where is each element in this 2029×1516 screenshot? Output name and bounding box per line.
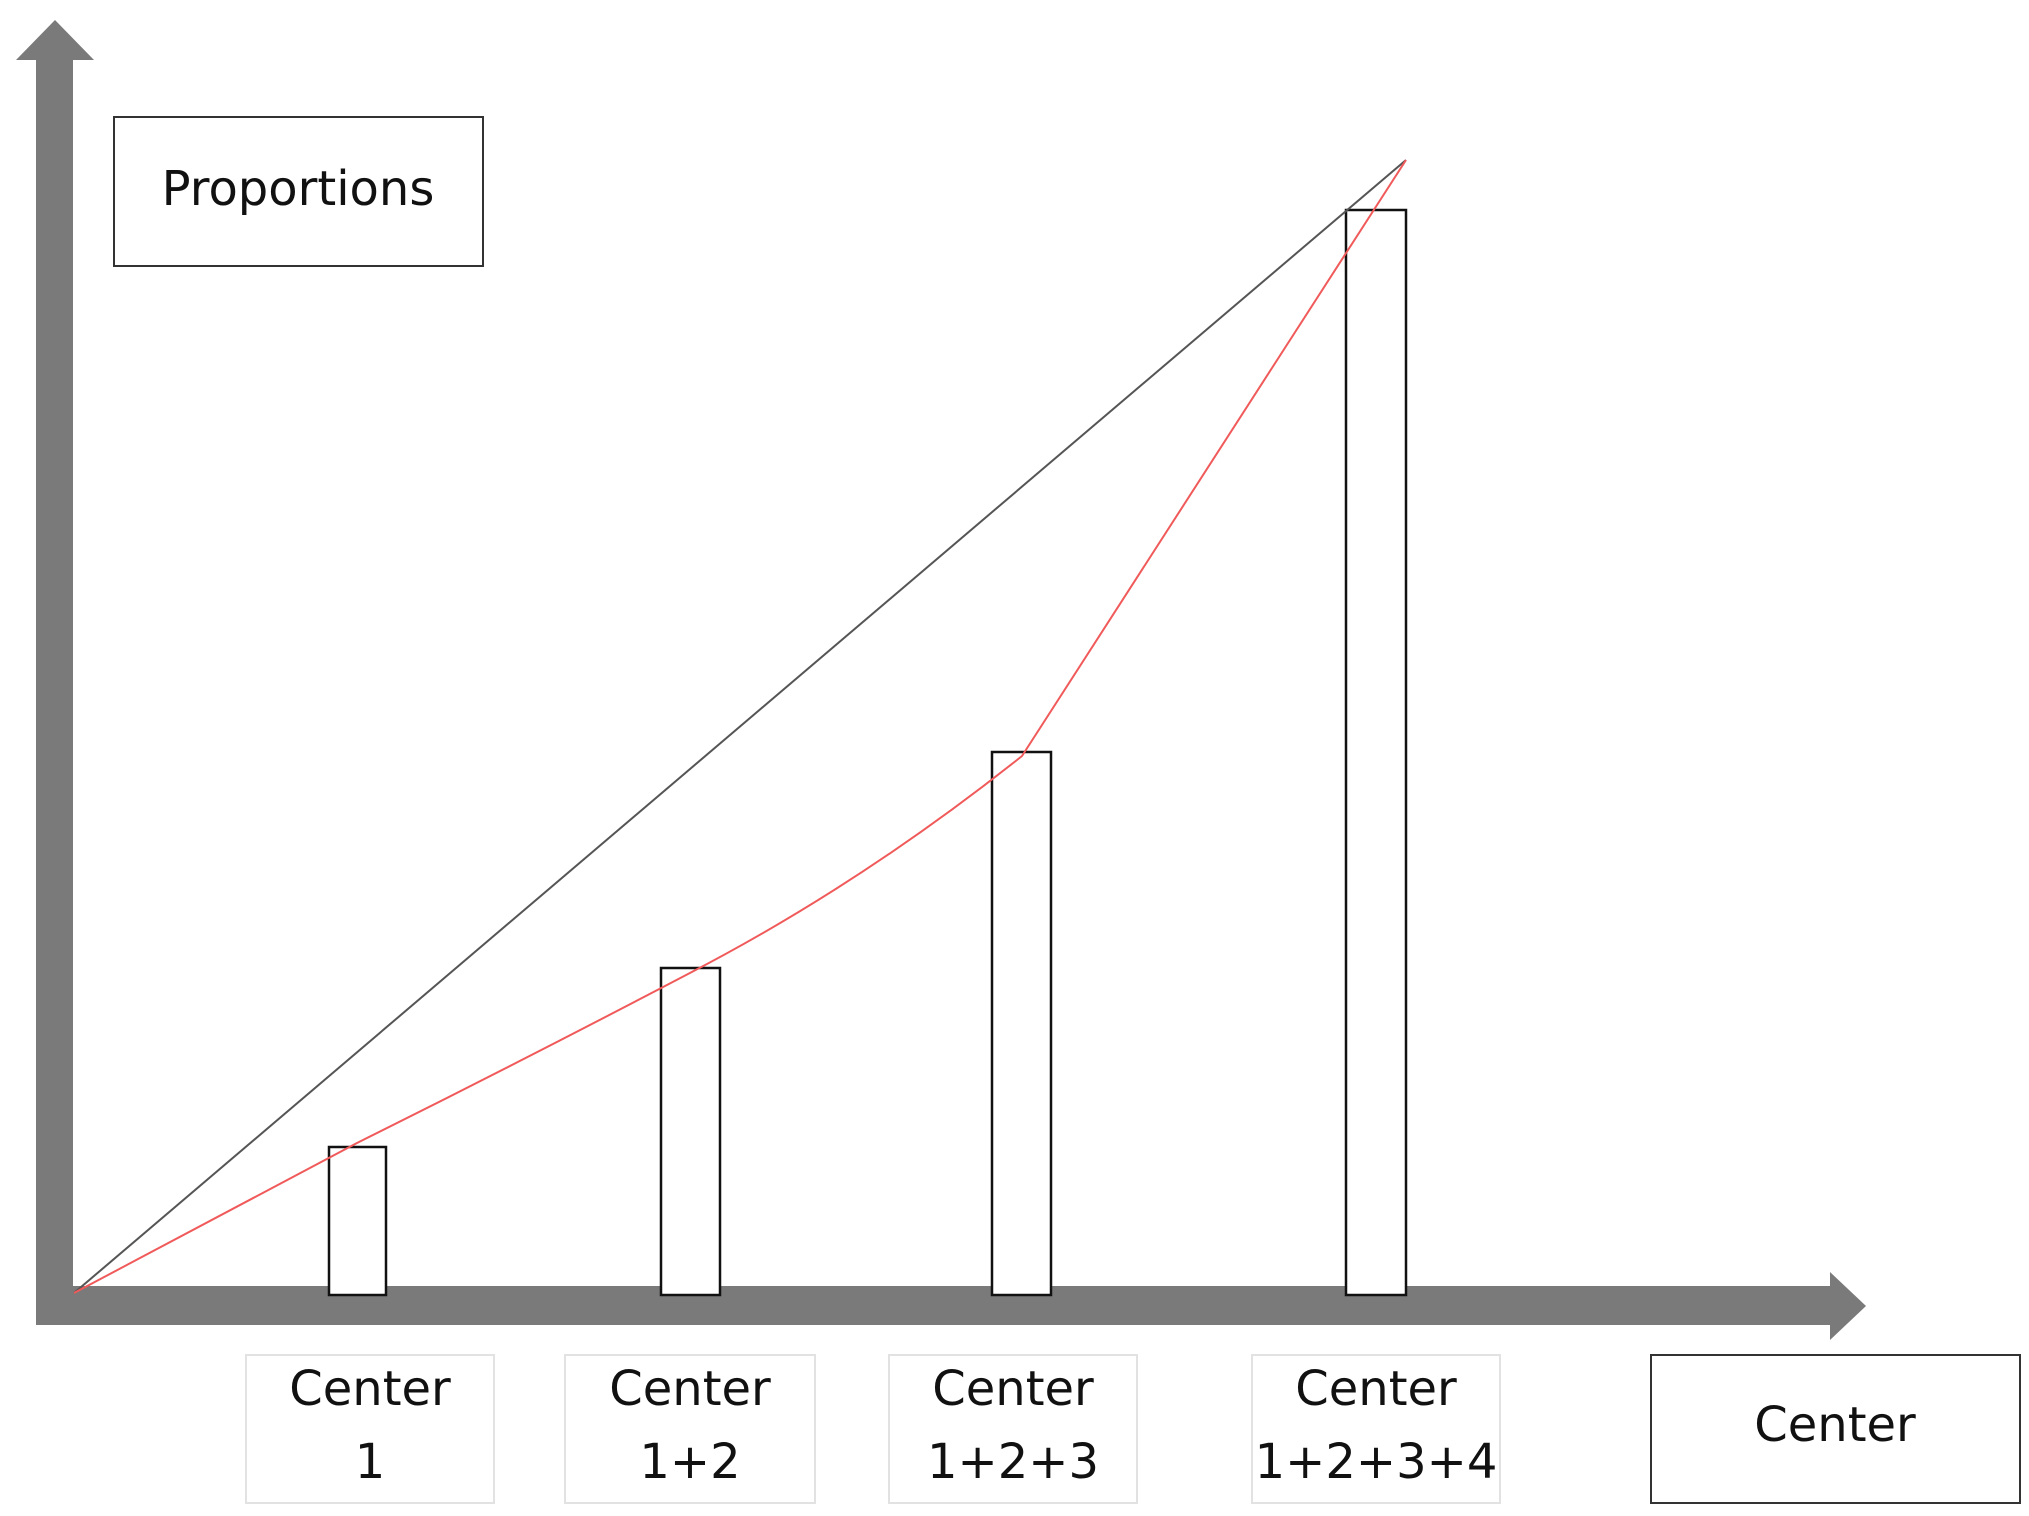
y-axis-label: Proportions: [162, 161, 435, 217]
x-axis: [36, 1286, 1836, 1325]
category-box: [1251, 1354, 1501, 1504]
label-box: [1650, 1354, 2021, 1504]
category-box: [245, 1354, 495, 1504]
category-box: [888, 1354, 1138, 1504]
category-box: [564, 1354, 816, 1504]
category-label: 1+2+3: [927, 1434, 1099, 1490]
category-label: Center: [932, 1361, 1094, 1417]
label-box: [113, 116, 484, 267]
bar: [1344, 208, 1408, 1297]
curve-line: [73, 159, 1407, 1294]
bar: [990, 750, 1053, 1297]
category-label: Center: [1295, 1361, 1457, 1417]
category-label: 1+2: [639, 1434, 740, 1490]
y-axis: [36, 58, 73, 1325]
category-label: Center: [609, 1361, 771, 1417]
x-axis-label: Center: [1754, 1397, 1916, 1453]
y-axis-arrow: [16, 20, 94, 60]
category-label: Center: [289, 1361, 451, 1417]
bar: [659, 966, 722, 1297]
x-axis-arrow: [1830, 1272, 1866, 1340]
category-labels: Center 1 Center 1+2 Center 1+2+3 Center 1+2+3+4: [245, 1354, 1501, 1504]
category-label: 1+2+3+4: [1255, 1434, 1498, 1490]
category-label: 1: [355, 1434, 386, 1490]
bar: [327, 1145, 388, 1297]
diagonal-line: [73, 159, 1407, 1294]
